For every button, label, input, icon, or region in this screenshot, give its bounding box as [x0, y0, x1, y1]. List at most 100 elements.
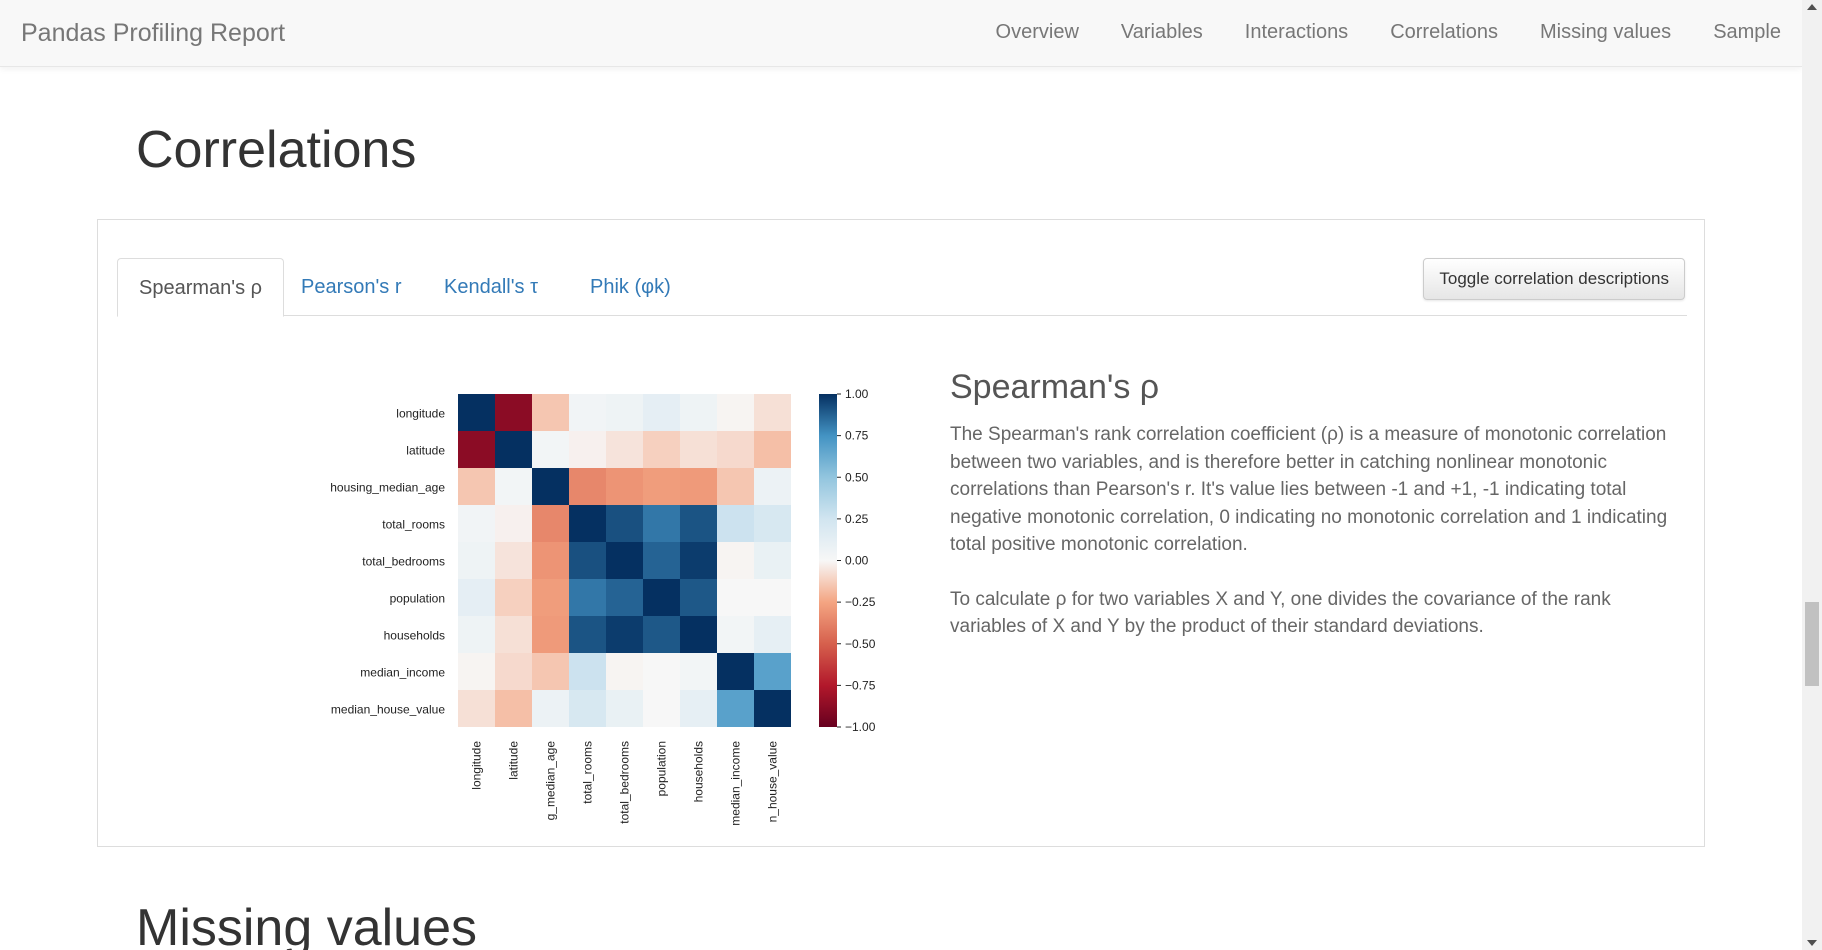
description-paragraph-1: The Spearman's rank correlation coeffici…	[950, 424, 1668, 555]
heatmap-cell	[643, 690, 680, 727]
heatmap-cell	[606, 468, 643, 505]
heatmap-cell	[532, 579, 569, 616]
heatmap-cell	[606, 579, 643, 616]
heatmap-cell	[569, 579, 606, 616]
heatmap-cell	[643, 431, 680, 468]
nav-link-sample[interactable]: Sample	[1713, 21, 1781, 43]
row-label: total_bedrooms	[362, 555, 445, 569]
heatmap-cell	[569, 690, 606, 727]
heatmap-cell	[717, 653, 754, 690]
heatmap-cell	[643, 542, 680, 579]
heatmap-cell	[532, 616, 569, 653]
heatmap-cell	[754, 468, 791, 505]
heatmap-cell	[495, 690, 532, 727]
heatmap-cell	[532, 653, 569, 690]
tab-phik[interactable]: Phik (φk)	[590, 276, 671, 298]
heatmap-cell	[495, 394, 532, 431]
heatmap-cell	[717, 690, 754, 727]
heatmap-cell	[717, 616, 754, 653]
row-label: households	[384, 629, 445, 643]
heatmap-cell	[458, 579, 495, 616]
heatmap-cell	[717, 505, 754, 542]
column-label: longitude	[470, 741, 484, 790]
heatmap-cell	[754, 579, 791, 616]
heatmap-cell	[458, 394, 495, 431]
brand-title[interactable]: Pandas Profiling Report	[21, 19, 286, 47]
scroll-up-arrow-icon[interactable]	[1807, 4, 1817, 10]
heatmap-cell	[717, 431, 754, 468]
heatmap-cell	[717, 394, 754, 431]
heatmap-cell	[717, 468, 754, 505]
toggle-descriptions-button[interactable]: Toggle correlation descriptions	[1423, 258, 1685, 300]
nav-link-correlations[interactable]: Correlations	[1390, 21, 1499, 43]
heatmap-cell	[458, 431, 495, 468]
heatmap-cell	[680, 616, 717, 653]
heatmap-cell	[643, 579, 680, 616]
heatmap-cell	[754, 542, 791, 579]
colorbar-tick-label: 1.00	[845, 387, 869, 401]
heatmap-cell	[458, 468, 495, 505]
heatmap-cell	[569, 542, 606, 579]
heatmap-cell	[495, 616, 532, 653]
correlations-panel: Spearman's ρ Pearson's r Kendall's τ Phi…	[97, 219, 1705, 847]
heatmap-cell	[569, 468, 606, 505]
heatmap-cell	[606, 542, 643, 579]
column-label: total_rooms	[581, 741, 595, 804]
colorbar	[819, 394, 837, 727]
row-label: total_rooms	[382, 518, 445, 532]
heatmap-cell	[680, 653, 717, 690]
spearman-heatmap: longitude latitude housing_median_agetotal…	[330, 387, 876, 826]
heatmap-cell	[680, 579, 717, 616]
tab-spearman[interactable]: Spearman's ρ	[117, 258, 285, 317]
colorbar-tick-label: 0.25	[845, 512, 869, 526]
heatmap-cell	[569, 394, 606, 431]
row-label: median_income	[360, 666, 445, 680]
scroll-thumb[interactable]	[1805, 602, 1819, 686]
column-label: median_income	[729, 741, 743, 826]
heatmap-cell	[643, 505, 680, 542]
heatmap-cell	[532, 431, 569, 468]
nav-link-missing-values[interactable]: Missing values	[1540, 21, 1672, 43]
nav-link-variables[interactable]: Variables	[1120, 21, 1203, 43]
heatmap-cell	[569, 431, 606, 468]
colorbar-tick-label: −0.75	[845, 678, 876, 692]
description-title: Spearman's ρ	[950, 368, 1160, 406]
heatmap-cell	[606, 394, 643, 431]
nav-link-interactions[interactable]: Interactions	[1244, 21, 1349, 43]
heatmap-cell	[680, 542, 717, 579]
row-label: longitude	[396, 407, 445, 421]
heatmap-cell	[532, 394, 569, 431]
heatmap-cell	[569, 505, 606, 542]
heatmap-cell	[606, 616, 643, 653]
heatmap-cell	[754, 616, 791, 653]
navbar: Pandas Profiling Report Overview Variabl…	[0, 0, 1802, 67]
colorbar-tick-label: −0.25	[845, 595, 876, 609]
heatmap-cell	[680, 690, 717, 727]
heatmap-cell	[458, 690, 495, 727]
nav-links: Overview Variables Interactions Correlat…	[954, 21, 1781, 44]
heatmap-cell	[754, 653, 791, 690]
heatmap-cell	[643, 616, 680, 653]
heatmap-cell	[606, 653, 643, 690]
heatmap-cell	[680, 431, 717, 468]
colorbar-tick-label: 0.75	[845, 429, 869, 443]
tab-pearson[interactable]: Pearson's r	[301, 276, 402, 298]
correlation-tabs: Spearman's ρ Pearson's r Kendall's τ Phi…	[117, 258, 1687, 317]
column-label: n_house_value	[766, 741, 780, 823]
tab-kendall[interactable]: Kendall's τ	[444, 276, 538, 298]
heatmap-cell	[680, 468, 717, 505]
colorbar-tick-label: 0.50	[845, 470, 869, 484]
correlations-heading: Correlations	[136, 121, 417, 179]
heatmap-cell	[643, 653, 680, 690]
heatmap-cell	[754, 690, 791, 727]
correlation-description: Spearman's ρ The Spearman's rank correla…	[950, 368, 1670, 668]
heatmap-cell	[754, 394, 791, 431]
page-scrollbar[interactable]	[1802, 0, 1822, 950]
heatmap-cell	[495, 579, 532, 616]
description-paragraph-2: To calculate ρ for two variables X and Y…	[950, 588, 1611, 638]
heatmap-cell	[606, 431, 643, 468]
nav-link-overview[interactable]: Overview	[995, 21, 1079, 43]
heatmap-cell	[532, 468, 569, 505]
scroll-down-arrow-icon[interactable]	[1807, 940, 1817, 946]
heatmap-cell	[569, 653, 606, 690]
